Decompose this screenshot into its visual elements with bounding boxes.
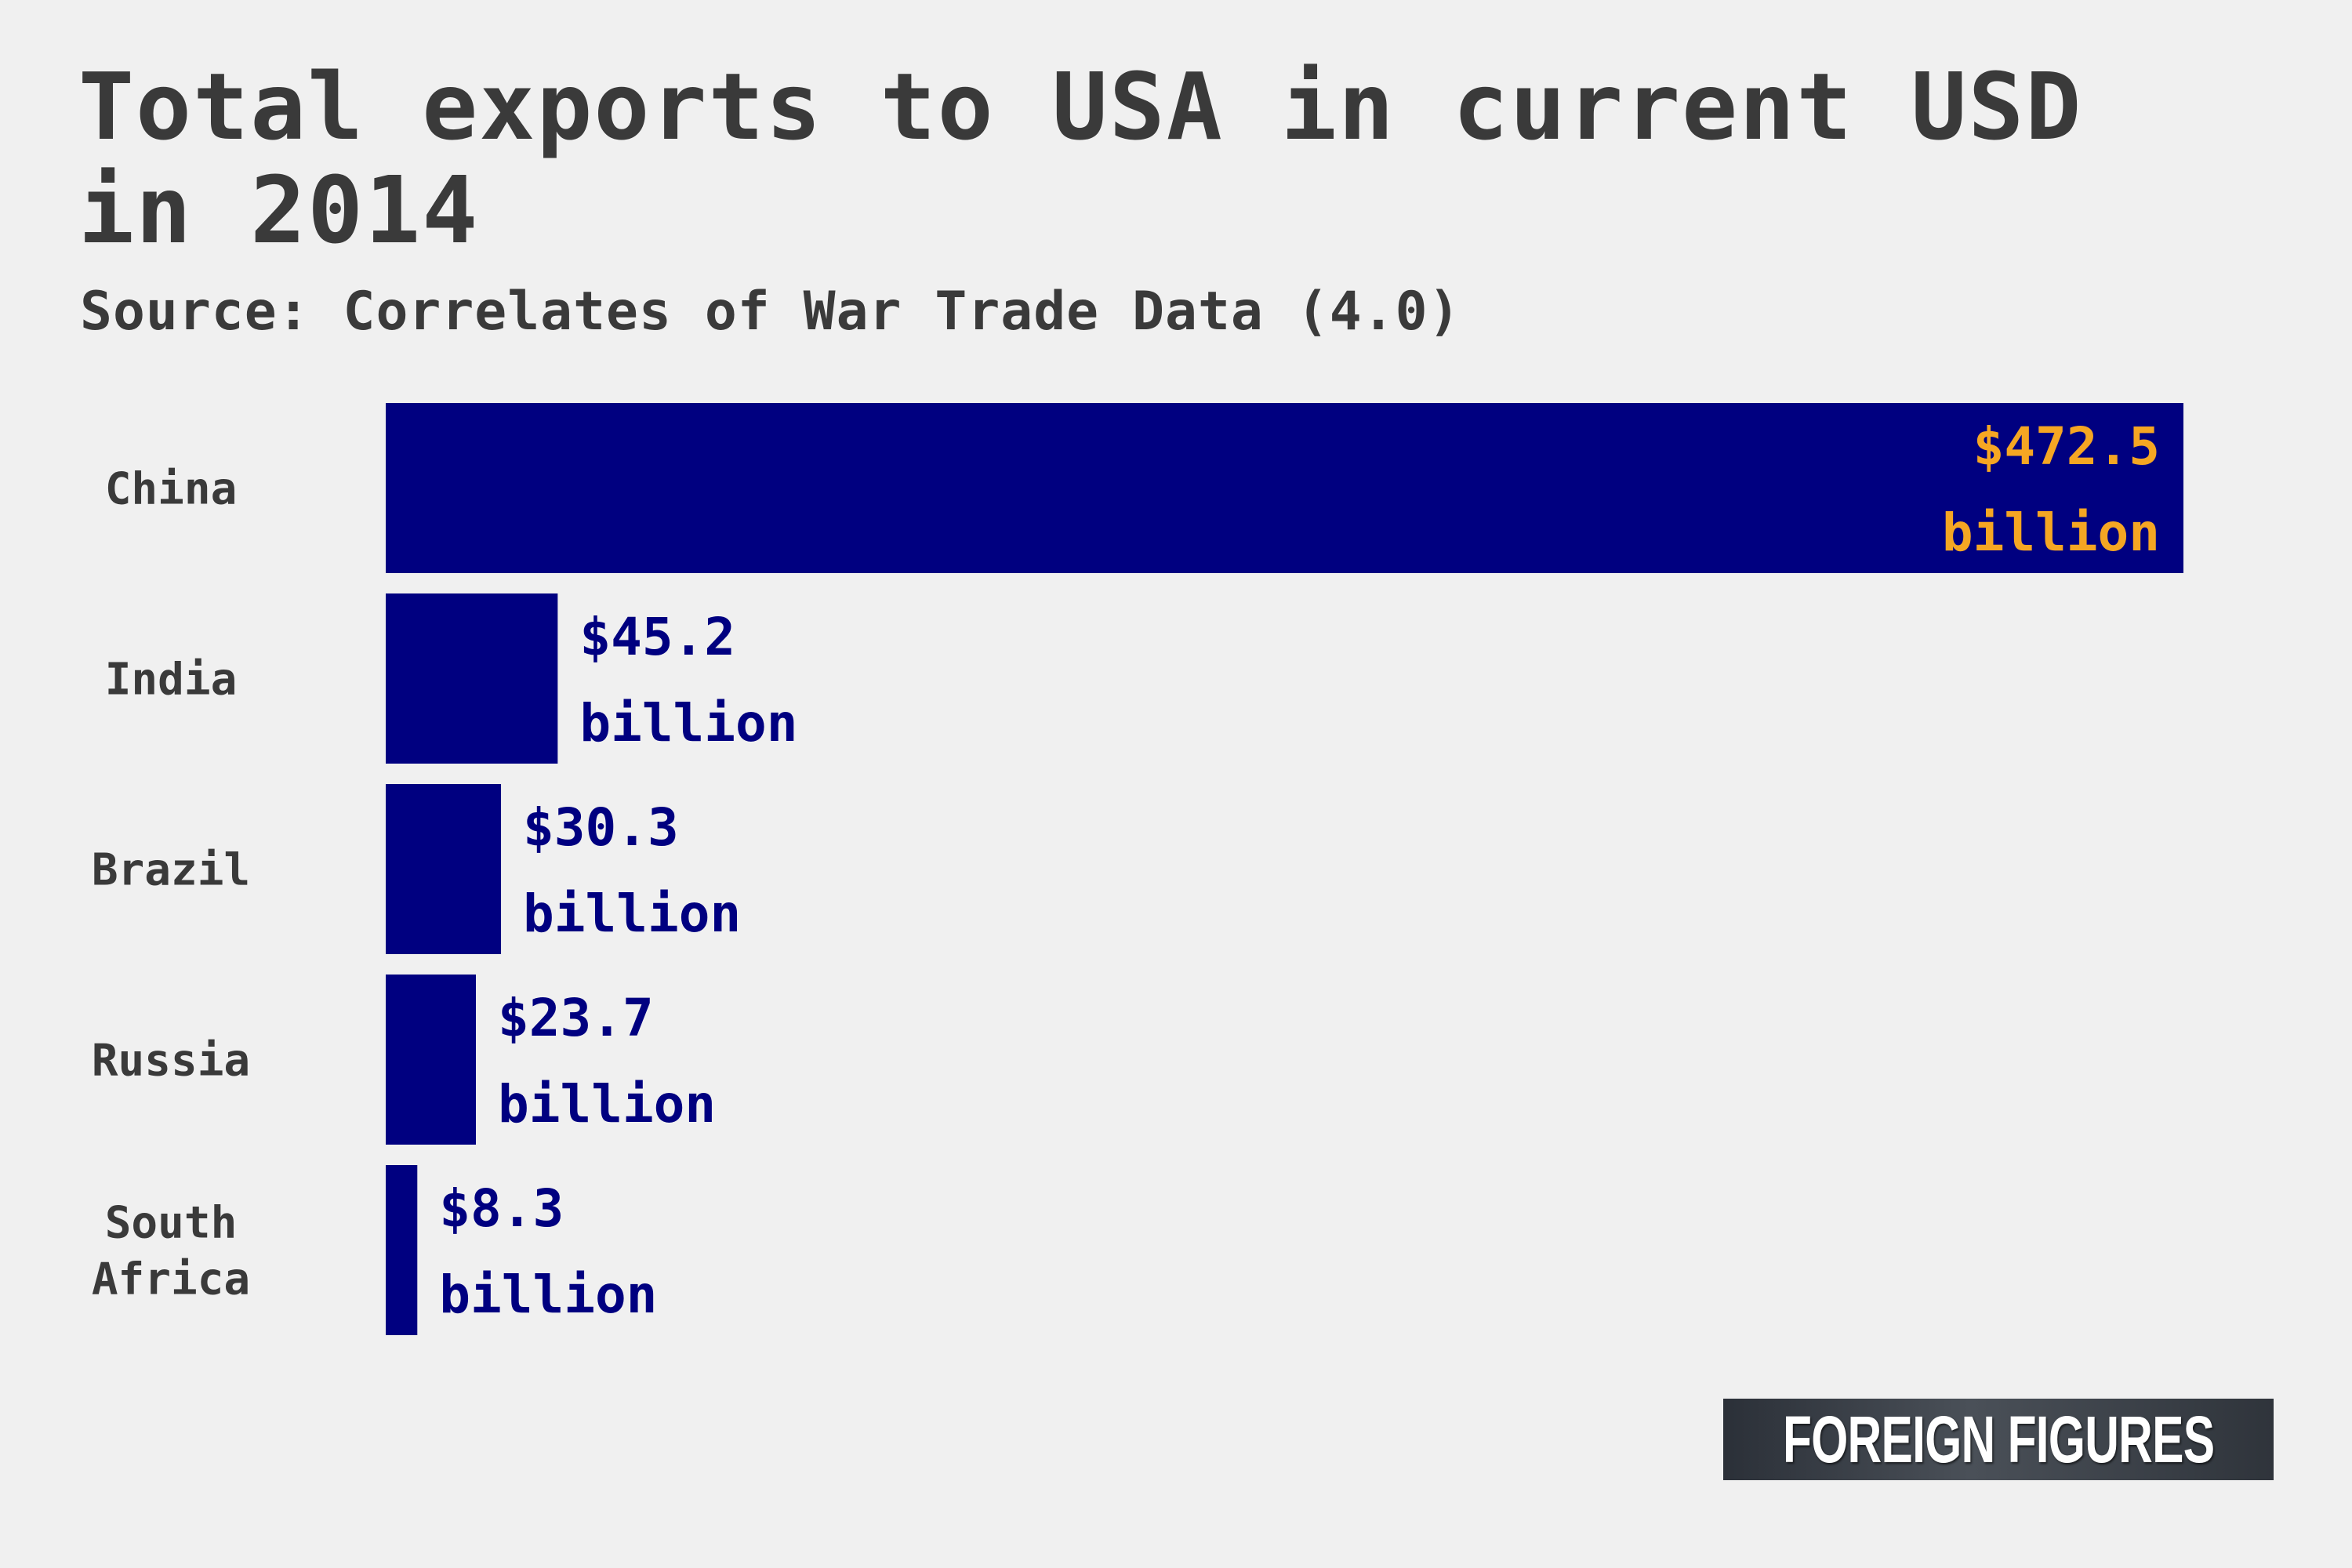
value-label-brazil: $30.3 billion [523, 797, 741, 944]
category-label-china: China [105, 464, 238, 515]
bar-south-africa [386, 1165, 418, 1335]
value-label-china: $472.5 billion [1942, 416, 2160, 563]
category-label-india: India [105, 655, 238, 706]
chart-title: Total exports to USA in current USD in 2… [78, 53, 2083, 264]
chart-subtitle: Source: Correlates of War Trade Data (4.… [80, 281, 1461, 343]
foreign-figures-logo: FOREIGN FIGURES [1723, 1399, 2274, 1480]
bar-india [386, 593, 558, 764]
value-label-india: $45.2 billion [579, 607, 797, 753]
logo-text: FOREIGN FIGURES [1782, 1402, 2215, 1476]
category-label-south-africa: South Africa [92, 1198, 250, 1305]
value-label-russia: $23.7 billion [498, 988, 716, 1134]
category-label-russia: Russia [92, 1036, 250, 1087]
bar-russia [386, 975, 477, 1145]
bar-china [386, 403, 2183, 573]
bar-brazil [386, 784, 502, 954]
category-label-brazil: Brazil [92, 845, 250, 896]
value-label-south-africa: $8.3 billion [439, 1178, 657, 1325]
